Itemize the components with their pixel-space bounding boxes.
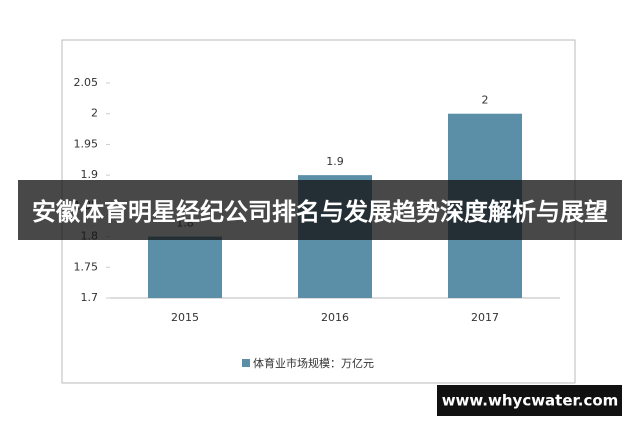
data-label: 1.9: [326, 155, 344, 168]
watermark-bg: [437, 385, 622, 416]
y-tick-label: 1.95: [74, 137, 99, 150]
y-tick-label: 1.7: [81, 291, 99, 304]
legend-label: 体育业市场规模：万亿元: [253, 356, 374, 370]
bar: [148, 236, 222, 298]
x-tick-label: 2016: [321, 311, 349, 324]
data-label: 2: [482, 94, 489, 107]
y-tick-label: 1.9: [81, 168, 99, 181]
banner-title: 安徽体育明星经纪公司排名与发展趋势深度解析与展望: [32, 198, 608, 226]
banner-bg: [18, 180, 622, 240]
x-tick-label: 2017: [471, 311, 499, 324]
legend-swatch: [242, 359, 250, 367]
x-tick-label: 2015: [171, 311, 199, 324]
y-tick-label: 2: [91, 107, 98, 120]
y-tick-label: 2.05: [74, 76, 99, 89]
y-tick-label: 1.75: [74, 260, 99, 273]
watermark: www.whycwater.com: [442, 392, 619, 410]
